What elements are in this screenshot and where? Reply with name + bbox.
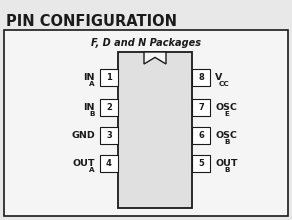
Text: B: B [225, 167, 230, 173]
Text: GND: GND [71, 132, 95, 141]
Bar [192, 156, 210, 172]
Text: A: A [89, 167, 95, 173]
Text: 2: 2 [106, 103, 112, 112]
Text: B: B [90, 111, 95, 117]
Text: OSC: OSC [215, 130, 237, 139]
Text: 1: 1 [106, 73, 112, 82]
Bar [192, 128, 210, 145]
Text: OSC: OSC [215, 103, 237, 112]
Text: E: E [225, 111, 230, 117]
Bar [100, 156, 118, 172]
Text: 7: 7 [198, 103, 204, 112]
Text: CC: CC [218, 81, 229, 87]
Text: 3: 3 [106, 132, 112, 141]
Bar [192, 70, 210, 86]
Text: A: A [89, 81, 95, 87]
Bar [4, 30, 288, 216]
Polygon shape [144, 52, 166, 64]
Bar [118, 52, 192, 208]
Text: 5: 5 [198, 160, 204, 169]
Text: F, D and N Packages: F, D and N Packages [91, 38, 201, 48]
Text: 6: 6 [198, 132, 204, 141]
Text: 4: 4 [106, 160, 112, 169]
Bar [100, 128, 118, 145]
Text: 8: 8 [198, 73, 204, 82]
Text: OUT: OUT [72, 158, 95, 167]
Bar [100, 99, 118, 117]
Text: IN: IN [84, 103, 95, 112]
Text: PIN CONFIGURATION: PIN CONFIGURATION [6, 14, 177, 29]
Text: OUT: OUT [215, 158, 237, 167]
Bar [192, 99, 210, 117]
Text: IN: IN [84, 73, 95, 81]
Bar [100, 70, 118, 86]
Text: B: B [225, 139, 230, 145]
Text: V: V [215, 73, 223, 81]
